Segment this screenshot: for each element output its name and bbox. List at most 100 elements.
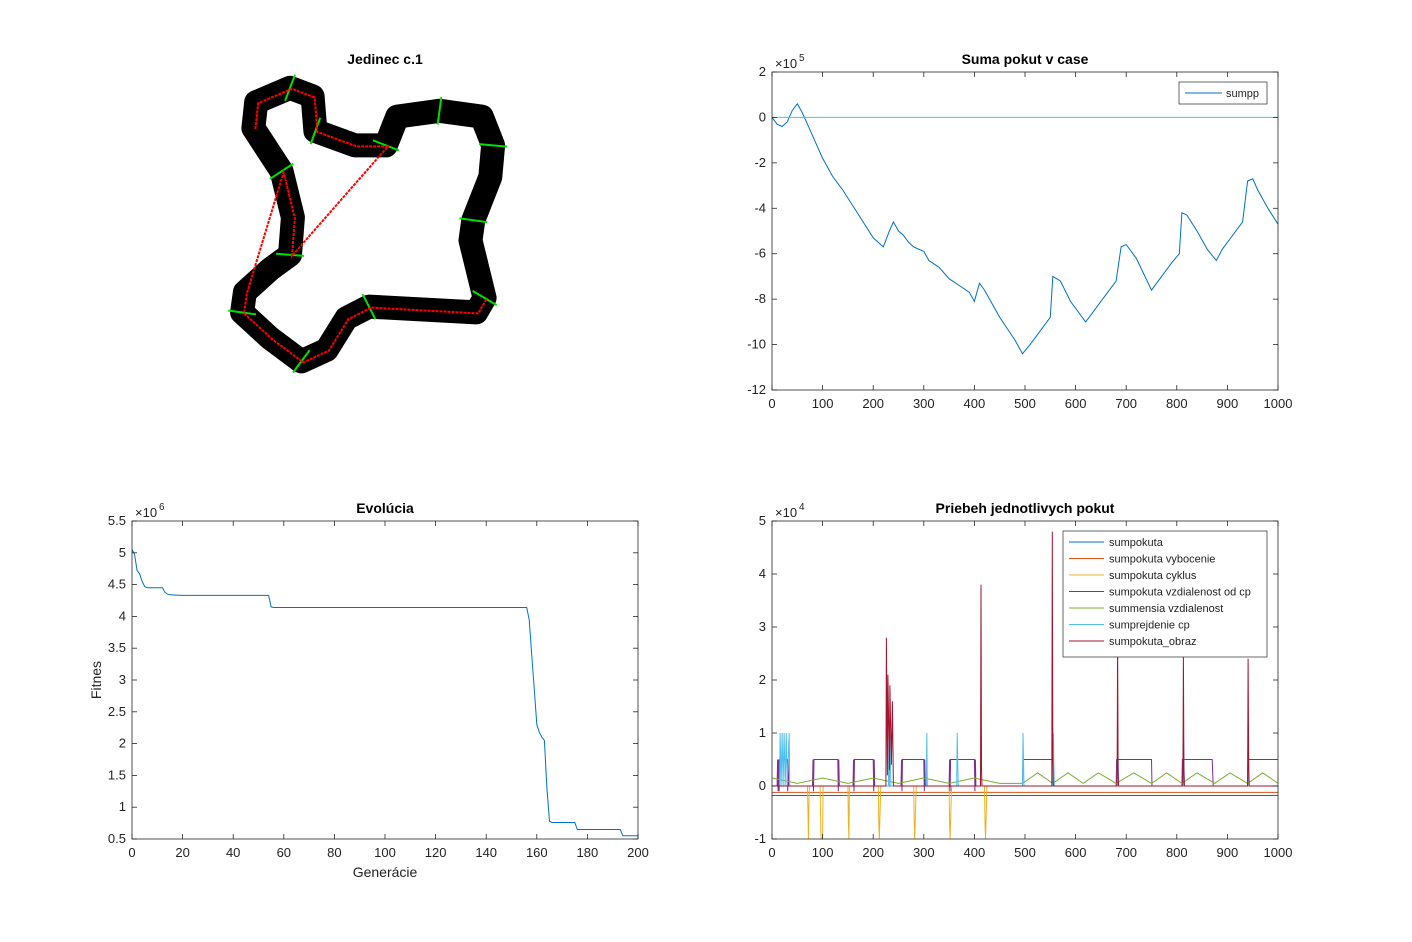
evo-ytick-label: 2 bbox=[119, 736, 126, 751]
evo-xtick-label: 20 bbox=[175, 845, 189, 860]
evo-ytick-label: 3.5 bbox=[108, 640, 126, 655]
pen-xtick-label: 100 bbox=[812, 845, 834, 860]
evo-ytick-label: 2.5 bbox=[108, 704, 126, 719]
sum-xtick-label: 700 bbox=[1115, 396, 1137, 411]
pen-legend: sumpokuta sumpokuta vybocenie sumpokuta cy… bbox=[1062, 530, 1268, 658]
pen-series-6 bbox=[772, 531, 1278, 787]
evo-xtick-label: 160 bbox=[526, 845, 548, 860]
evo-ytick-label: 3 bbox=[119, 672, 126, 687]
pen-legend-label: sumpokuta bbox=[1109, 537, 1164, 549]
sum-xtick-label: 500 bbox=[1014, 396, 1036, 411]
checkpoint-line bbox=[228, 309, 257, 316]
pen-ytick-label: 5 bbox=[759, 513, 766, 528]
checkpoint-line bbox=[436, 96, 443, 125]
pen-ytick-label: 1 bbox=[759, 725, 766, 740]
pen-xtick-label: 800 bbox=[1166, 845, 1188, 860]
pen-ytick-label: 4 bbox=[759, 566, 766, 581]
checkpoint-line bbox=[284, 74, 296, 102]
pen-series-3 bbox=[772, 759, 1278, 792]
pen-ytick-label: 2 bbox=[759, 672, 766, 687]
evo-ytick-label: 5 bbox=[119, 545, 126, 560]
evo-xtick-label: 200 bbox=[627, 845, 649, 860]
pen-xtick-label: 400 bbox=[964, 845, 986, 860]
pen-legend-box bbox=[1062, 530, 1268, 658]
vehicle-path bbox=[243, 87, 488, 364]
sum-exponent: 5 bbox=[799, 53, 805, 64]
sum-xtick-label: 800 bbox=[1166, 396, 1188, 411]
evo-xtick-label: 80 bbox=[327, 845, 341, 860]
evo-xtick-label: 60 bbox=[277, 845, 291, 860]
evo-xtick-label: 100 bbox=[374, 845, 396, 860]
evo-exponent: 6 bbox=[159, 502, 165, 513]
sum-ytick-label: -10 bbox=[747, 337, 766, 352]
checkpoint-line bbox=[276, 252, 305, 257]
sum-ytick-label: 0 bbox=[759, 109, 766, 124]
sum-ytick-label: -12 bbox=[747, 382, 766, 397]
checkpoint-line bbox=[309, 117, 322, 145]
pen-legend-label: sumpokuta vzdialenost od cp bbox=[1109, 587, 1251, 599]
sum-exponent-base: ×10 bbox=[775, 56, 797, 71]
pen-xtick-label: 600 bbox=[1065, 845, 1087, 860]
sum-xtick-label: 900 bbox=[1217, 396, 1239, 411]
evo-xtick-label: 180 bbox=[577, 845, 599, 860]
sum-legend-label: sumpp bbox=[1226, 88, 1259, 100]
pen-legend-label: sumpokuta cyklus bbox=[1109, 570, 1197, 582]
track-road bbox=[230, 75, 506, 374]
sum-ytick-label: -4 bbox=[754, 200, 766, 215]
sum-xtick-label: 400 bbox=[964, 396, 986, 411]
pen-title: Priebeh jednotlivych pokut bbox=[936, 500, 1115, 516]
evo-xtick-label: 140 bbox=[475, 845, 497, 860]
evo-xlabel: Generácie bbox=[353, 864, 418, 880]
pen-xtick-label: 700 bbox=[1115, 845, 1137, 860]
evo-axes-box bbox=[131, 520, 639, 840]
track-panel: Jedinec c.1 bbox=[228, 51, 508, 374]
pen-ytick-label: -1 bbox=[754, 831, 766, 846]
sum-xtick-label: 600 bbox=[1065, 396, 1087, 411]
evo-panel: Evolúcia ×10 6 Generácie Fitnes 0 20 40 60 8… bbox=[88, 500, 649, 880]
track-title: Jedinec c.1 bbox=[347, 51, 423, 67]
pen-series-4 bbox=[771, 772, 1279, 785]
pen-panel: Priebeh jednotlivych pokut ×10 4 0 100 200… bbox=[754, 500, 1292, 860]
evo-ytick-label: 4.5 bbox=[108, 577, 126, 592]
pen-legend-label: sumpokuta vybocenie bbox=[1109, 554, 1215, 566]
sum-xtick-label: 100 bbox=[812, 396, 834, 411]
pen-exponent-base: ×10 bbox=[775, 505, 797, 520]
evo-ytick-label: 5.5 bbox=[108, 513, 126, 528]
pen-xtick-label: 200 bbox=[862, 845, 884, 860]
sum-ytick-label: -6 bbox=[754, 246, 766, 261]
checkpoint-line bbox=[459, 217, 488, 224]
sum-series-0 bbox=[771, 102, 1279, 355]
evo-xtick-label: 0 bbox=[128, 845, 135, 860]
sum-ytick-label: -8 bbox=[754, 291, 766, 306]
sum-ytick-label: -2 bbox=[754, 155, 766, 170]
checkpoint-line bbox=[269, 162, 294, 180]
pen-xtick-label: 500 bbox=[1014, 845, 1036, 860]
pen-xtick-label: 0 bbox=[768, 845, 775, 860]
evo-ytick-label: 1.5 bbox=[108, 767, 126, 782]
evo-series-0 bbox=[131, 549, 638, 837]
evo-xtick-label: 40 bbox=[226, 845, 240, 860]
checkpoint-line bbox=[472, 290, 498, 306]
sum-xtick-label: 0 bbox=[768, 396, 775, 411]
pen-legend-label: sumpokuta_obraz bbox=[1109, 636, 1196, 648]
sum-legend: sumpp bbox=[1178, 81, 1268, 105]
checkpoint-line bbox=[361, 293, 377, 320]
evo-ytick-label: 1 bbox=[119, 799, 126, 814]
evo-xtick-label: 120 bbox=[425, 845, 447, 860]
evo-exponent-base: ×10 bbox=[135, 505, 157, 520]
sum-title: Suma pokut v case bbox=[962, 51, 1089, 67]
sum-xtick-label: 200 bbox=[862, 396, 884, 411]
checkpoint-line bbox=[372, 139, 400, 152]
pen-xtick-label: 1000 bbox=[1264, 845, 1293, 860]
sum-ytick-label: 2 bbox=[759, 64, 766, 79]
pen-series-2 bbox=[772, 785, 1278, 840]
pen-exponent: 4 bbox=[799, 502, 805, 513]
sum-axes-box bbox=[771, 71, 1279, 391]
sum-xtick-label: 1000 bbox=[1264, 396, 1293, 411]
evo-ytick-label: 0.5 bbox=[108, 831, 126, 846]
evo-ylabel: Fitnes bbox=[88, 661, 104, 699]
pen-ytick-label: 3 bbox=[759, 619, 766, 634]
pen-ytick-label: 0 bbox=[759, 778, 766, 793]
pen-xtick-label: 300 bbox=[913, 845, 935, 860]
